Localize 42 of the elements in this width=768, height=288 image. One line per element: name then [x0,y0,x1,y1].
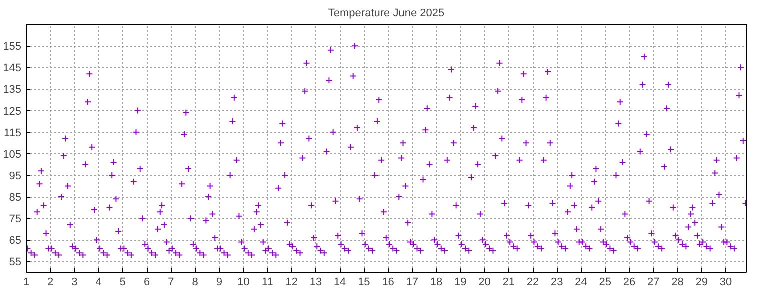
x-tick-label: 29 [696,276,708,288]
x-tick-label: 16 [382,276,394,288]
y-tick-label: 125 [3,106,22,118]
chart-title: Temperature June 2025 [328,8,445,20]
x-tick-label: 23 [551,276,564,288]
y-tick-label: 85 [9,192,22,204]
y-tick-label: 115 [4,127,22,140]
x-tick-label: 13 [310,276,322,288]
y-tick-label: 75 [9,214,22,226]
x-tick-label: 26 [623,276,636,288]
x-tick-label: 19 [454,276,467,288]
x-tick-label: 22 [526,276,540,288]
x-tick-label: 12 [286,276,298,288]
x-tick-label: 25 [599,276,612,288]
x-tick-label: 6 [144,276,150,288]
y-tick-label: 95 [9,170,22,182]
x-tick-label: 21 [502,276,516,288]
x-tick-label: 3 [72,276,78,288]
y-tick-label: 105 [3,148,22,161]
x-tick-label: 11 [262,276,274,288]
x-tick-label: 4 [96,276,102,288]
x-tick-label: 14 [334,276,346,288]
x-tick-label: 10 [237,276,250,288]
x-tick-label: 20 [478,276,491,288]
y-tick-label: 155 [3,41,22,54]
x-tick-label: 27 [648,276,660,288]
x-tick-label: 5 [120,276,126,288]
y-tick-label: 145 [3,62,22,75]
x-tick-label: 15 [358,276,370,288]
x-tick-label: 30 [720,276,732,288]
y-tick-label: 135 [3,84,22,96]
x-tick-label: 24 [575,276,588,288]
x-tick-label: 28 [672,276,684,288]
x-tick-label: 2 [48,276,54,288]
x-tick-label: 9 [216,276,223,288]
x-tick-label: 17 [406,276,419,288]
x-tick-label: 1 [23,276,30,288]
y-tick-label: 55 [9,256,22,269]
x-tick-label: 8 [192,276,198,288]
x-tick-label: 7 [168,276,174,288]
x-tick-label: 18 [430,276,443,288]
y-tick-label: 65 [9,235,22,248]
